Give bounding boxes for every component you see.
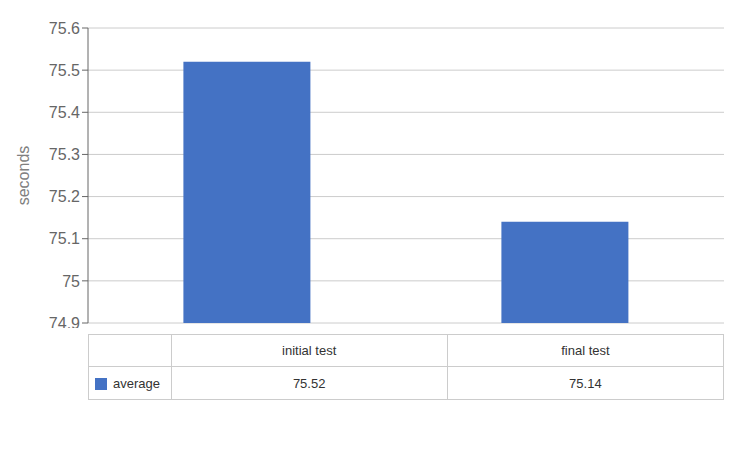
svg-text:75.4: 75.4 xyxy=(49,104,80,121)
html-text:final test: final test xyxy=(561,343,610,358)
svg-text:75.2: 75.2 xyxy=(49,188,80,205)
svg-text:75.5: 75.5 xyxy=(49,62,80,79)
svg-text:74.9: 74.9 xyxy=(49,315,80,328)
svg-text:75: 75 xyxy=(62,273,80,290)
svg-text:75.1: 75.1 xyxy=(49,230,80,247)
svg-text:75.6: 75.6 xyxy=(49,20,80,37)
html-text:75.52: 75.52 xyxy=(292,375,326,391)
html-text:average: average xyxy=(113,376,160,392)
html-text:initial test: initial test xyxy=(282,343,337,358)
svg-text:75.3: 75.3 xyxy=(49,146,80,163)
svg-text:seconds: seconds xyxy=(15,146,32,206)
html-text:75.14: 75.14 xyxy=(569,375,602,391)
